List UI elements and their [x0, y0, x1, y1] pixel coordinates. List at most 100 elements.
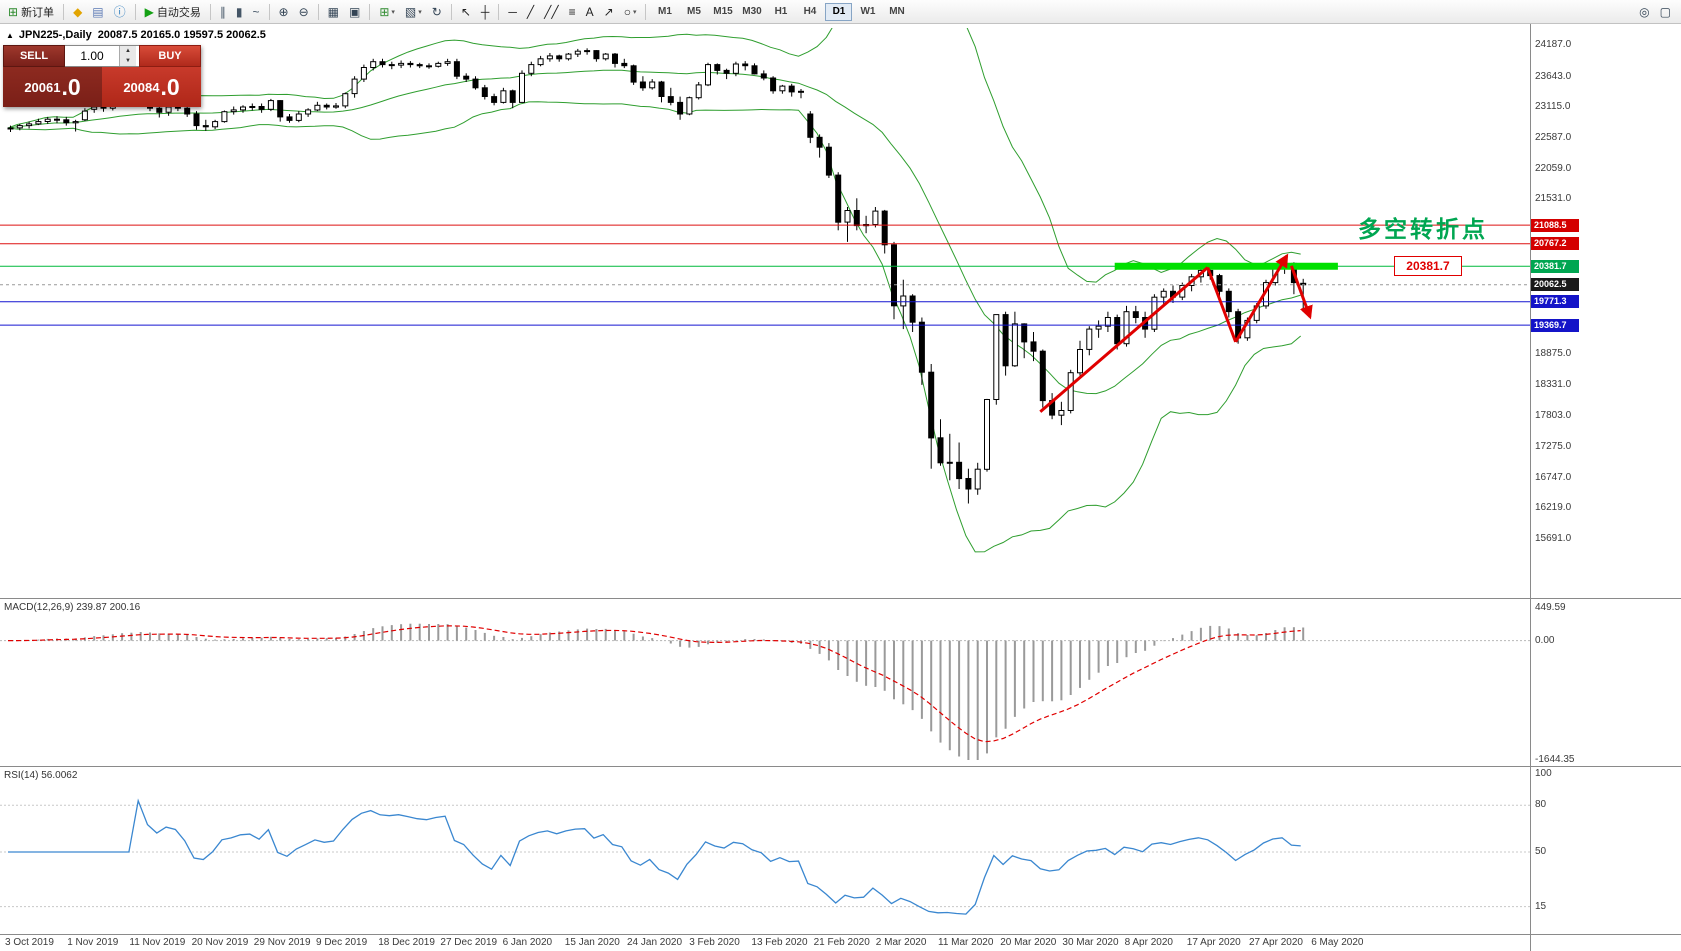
- price-tag: 19369.7: [1531, 318, 1579, 332]
- date-label: 17 Apr 2020: [1186, 937, 1241, 948]
- new-order-icon: ⊞: [8, 4, 19, 19]
- trend-line[interactable]: [1039, 266, 1209, 413]
- candlestick-chart-button[interactable]: ▮: [232, 2, 247, 22]
- price-axis[interactable]: 24187.0 23643.0 23115.0 22587.0 22059.0 21531…: [1531, 24, 1681, 951]
- rsi-axis-label: 80: [1535, 799, 1547, 811]
- macd-histogram: [18, 623, 1305, 760]
- line-chart-button[interactable]: ~: [249, 2, 264, 22]
- chart-templates-button[interactable]: ▧ ▾: [401, 2, 426, 22]
- rsi-axis-label: 100: [1535, 768, 1552, 779]
- price-tag: 19771.3: [1531, 295, 1579, 309]
- price-axis-label: 22587.0: [1535, 132, 1572, 144]
- date-label: 30 Mar 2020: [1062, 937, 1119, 948]
- price-axis-label: 18875.0: [1535, 347, 1572, 359]
- time-axis[interactable]: 3 Oct 2019 1 Nov 2019 11 Nov 2019 20 Nov 20…: [0, 935, 1530, 951]
- trend-line[interactable]: [1289, 265, 1313, 320]
- date-label: 29 Nov 2019: [253, 937, 311, 948]
- bar-chart-button[interactable]: ∥: [216, 2, 230, 22]
- date-label: 20 Nov 2019: [191, 937, 249, 948]
- candlesticks: [7, 48, 1307, 504]
- toolbar-separator: [645, 3, 647, 20]
- timeframe-m5-button[interactable]: M5: [680, 3, 707, 21]
- one-click-trading-panel: SELL ▲ ▼ BUY 20061.0 20084.0: [3, 45, 201, 107]
- chart-canvas[interactable]: [0, 24, 1681, 951]
- market-watch-icon: ◆: [73, 4, 83, 19]
- macd-axis-label: -1644.35: [1535, 754, 1575, 765]
- sell-price[interactable]: 20061.0: [3, 67, 102, 107]
- price-axis-label: 16219.0: [1535, 502, 1572, 514]
- date-label: 24 Jan 2020: [627, 937, 683, 948]
- market-watch-button[interactable]: ◆: [69, 2, 86, 22]
- shapes-icon: ○: [623, 4, 631, 19]
- timeframe-m1-button[interactable]: M1: [651, 3, 678, 21]
- horizontal-line-button[interactable]: ─: [504, 2, 521, 22]
- auto-trading-button[interactable]: ▶ 自动交易: [141, 2, 205, 22]
- date-label: 1 Nov 2019: [67, 937, 119, 948]
- candlestick-chart-icon: ▮: [235, 4, 243, 19]
- bar-chart-icon: ∥: [219, 4, 226, 19]
- timeframe-mn-button[interactable]: MN: [883, 3, 910, 21]
- chart-symbol-period: JPN225-,Daily: [18, 29, 92, 41]
- new-order-button[interactable]: ⊞ 新订单: [4, 2, 58, 22]
- buy-price[interactable]: 20084.0: [102, 67, 201, 107]
- trendline-button[interactable]: ╱: [523, 2, 538, 22]
- price-tag: 20381.7: [1531, 259, 1579, 273]
- line-chart-icon: ~: [252, 4, 260, 19]
- price-level-callout[interactable]: 20381.7: [1394, 256, 1462, 276]
- buy-button[interactable]: BUY: [139, 45, 201, 67]
- toolbar-separator: [63, 3, 65, 20]
- zoom-out-button[interactable]: ⊖: [295, 2, 313, 22]
- volume-down-icon[interactable]: ▼: [120, 56, 136, 66]
- cursor-button[interactable]: ↖: [457, 2, 475, 22]
- sell-button[interactable]: SELL: [3, 45, 65, 67]
- price-axis-label: 23115.0: [1535, 101, 1571, 113]
- timeframe-m30-button[interactable]: M30: [738, 3, 765, 21]
- trend-arrows[interactable]: [1039, 253, 1313, 413]
- arrow-tool-button[interactable]: ↗: [600, 2, 618, 22]
- crosshair-icon: ┼: [480, 4, 490, 19]
- zoom-in-icon: ⊕: [278, 4, 289, 19]
- date-label: 21 Feb 2020: [813, 937, 870, 948]
- new-chart-icon: ⊞: [379, 4, 390, 19]
- shapes-button[interactable]: ○ ▾: [620, 2, 641, 22]
- sell-price-main: 20061: [24, 79, 61, 95]
- tile-windows-button[interactable]: ▦: [324, 2, 343, 22]
- date-label: 2 Mar 2020: [875, 937, 927, 948]
- channel-button[interactable]: ╱╱: [540, 2, 562, 22]
- volume-input[interactable]: [65, 46, 119, 66]
- timeframe-h4-button[interactable]: H4: [796, 3, 823, 21]
- buy-price-fraction: .0: [160, 73, 180, 100]
- zoom-in-button[interactable]: ⊕: [275, 2, 293, 22]
- fibonacci-button[interactable]: ≡: [565, 2, 580, 22]
- profiles-button[interactable]: ▤: [88, 2, 107, 22]
- date-label: 15 Jan 2020: [564, 937, 620, 948]
- bollinger-bands: [7, 28, 1302, 553]
- collapse-panel-icon[interactable]: ▲: [6, 31, 14, 40]
- turning-point-annotation[interactable]: 多空转折点: [1358, 216, 1488, 242]
- bollinger-upper-band: [7, 28, 1301, 283]
- date-label: 11 Mar 2020: [938, 937, 994, 948]
- search-button[interactable]: ◎: [1635, 2, 1653, 22]
- horizontal-levels[interactable]: [0, 224, 1530, 326]
- layout-button[interactable]: ▢: [1656, 2, 1675, 22]
- text-tool-button[interactable]: A: [582, 2, 598, 22]
- refresh-button[interactable]: ↻: [428, 2, 446, 22]
- toolbar-right-icons: ◎ ▢: [1634, 2, 1676, 22]
- chart-title: ▲ JPN225-,Daily 20087.5 20165.0 19597.5 20…: [6, 29, 266, 41]
- info-button[interactable]: ⓘ: [110, 2, 130, 22]
- volume-up-icon[interactable]: ▲: [120, 46, 136, 56]
- new-order-label: 新订单: [21, 6, 55, 19]
- price-tag: 21088.5: [1531, 218, 1579, 232]
- cascade-windows-button[interactable]: ▣: [345, 2, 364, 22]
- timeframe-d1-button[interactable]: D1: [825, 2, 853, 21]
- trend-line[interactable]: [1234, 253, 1289, 343]
- caret-down-icon: ▾: [391, 8, 395, 16]
- crosshair-button[interactable]: ┼: [477, 2, 494, 22]
- timeframe-h1-button[interactable]: H1: [767, 3, 794, 21]
- trend-line[interactable]: [1206, 266, 1238, 343]
- price-tag: 20767.2: [1531, 237, 1579, 251]
- new-chart-button[interactable]: ⊞ ▾: [375, 2, 399, 22]
- caret-down-icon: ▾: [418, 8, 422, 16]
- timeframe-m15-button[interactable]: M15: [709, 3, 736, 21]
- timeframe-w1-button[interactable]: W1: [854, 3, 881, 21]
